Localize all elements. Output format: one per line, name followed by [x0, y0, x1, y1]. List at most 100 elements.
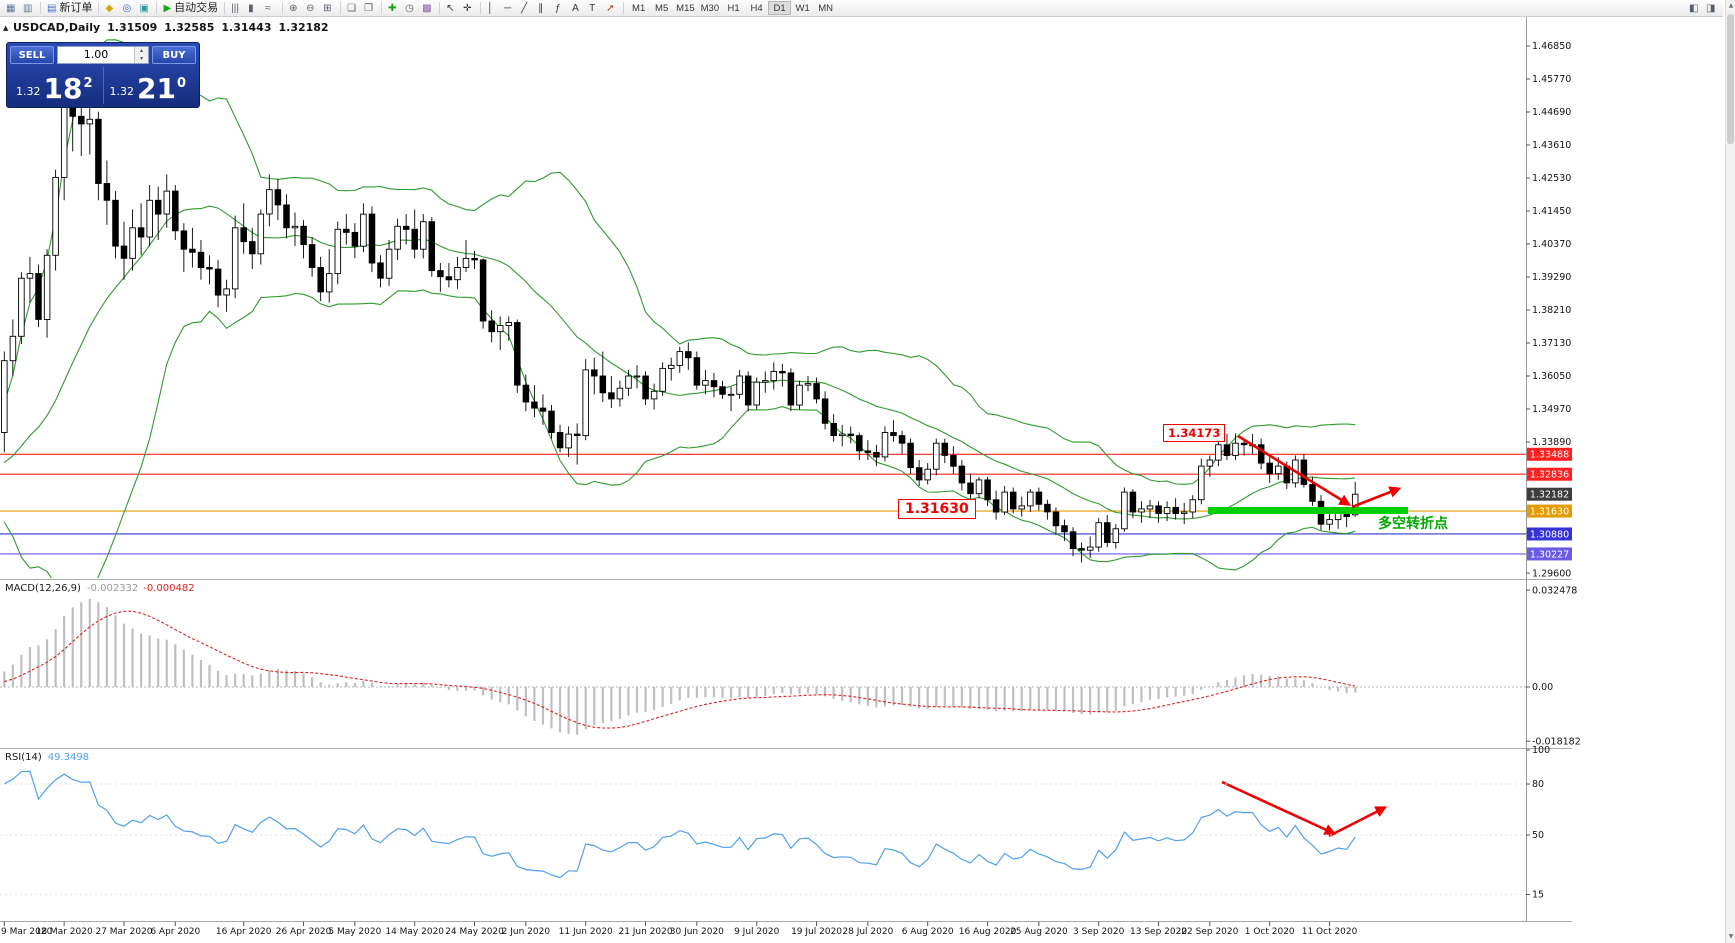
zoom-out-button[interactable]: ⊖ — [303, 1, 320, 16]
channel-icon: ∥ — [538, 2, 544, 14]
support-price-label[interactable]: 1.31630 — [898, 499, 976, 519]
trend-line-button[interactable]: ╱ — [518, 1, 535, 16]
svg-text:-0.018182: -0.018182 — [1532, 736, 1581, 747]
auto-trading-icon: ▶ — [163, 2, 172, 14]
crosshair-button[interactable]: ✛ — [460, 1, 477, 16]
candle-chart-button[interactable]: ▮ — [245, 1, 262, 16]
macd-layer — [3, 598, 1357, 735]
svg-text:30 Jun 2020: 30 Jun 2020 — [670, 927, 724, 937]
timeframe-m5-button[interactable]: M5 — [650, 1, 673, 15]
zoom-in-button[interactable]: ⊕ — [286, 1, 303, 16]
price-axis: 1.46850 1.45770 1.44690 1.43610 1.42530 1.414… — [1526, 41, 1572, 579]
svg-text:1.46850: 1.46850 — [1532, 41, 1571, 52]
volume-box: 1.00 ▴ ▾ — [57, 46, 149, 64]
rsi-bounce-arrow — [1328, 806, 1388, 838]
text-button[interactable]: A — [569, 1, 586, 16]
metaeditor-icon: ◆ — [105, 2, 114, 14]
vertical-scrollbar[interactable]: ▲ ▼ — [1725, 0, 1735, 943]
svg-text:1.31630: 1.31630 — [1530, 506, 1569, 517]
svg-text:1.38210: 1.38210 — [1532, 305, 1571, 316]
volume-down-button[interactable]: ▾ — [135, 55, 148, 63]
cascade-windows-button[interactable]: ❏ — [344, 1, 361, 16]
templates-icon: ▩ — [422, 2, 432, 14]
line-chart-button[interactable]: ≈ — [262, 1, 279, 16]
svg-text:16 Aug 2020: 16 Aug 2020 — [959, 927, 1017, 937]
auto-trading-button[interactable]: ▶ 自动交易 — [160, 1, 221, 16]
timeframe-mn-button[interactable]: MN — [814, 1, 837, 15]
resistance-price-label[interactable]: 1.34173 — [1163, 424, 1226, 442]
svg-text:1.33488: 1.33488 — [1530, 450, 1569, 461]
svg-text:1 Oct 2020: 1 Oct 2020 — [1245, 927, 1295, 937]
timeframe-h4-button[interactable]: H4 — [745, 1, 768, 15]
cursor-button[interactable]: ↖ — [443, 1, 460, 16]
svg-text:1.45770: 1.45770 — [1532, 74, 1571, 85]
timeframe-h1-button[interactable]: H1 — [722, 1, 745, 15]
svg-text:3 Sep 2020: 3 Sep 2020 — [1073, 927, 1125, 937]
cascade-windows-icon: ❏ — [347, 2, 357, 14]
toolbar-separator — [480, 2, 482, 14]
sell-button[interactable]: SELL — [10, 46, 54, 64]
channel-button[interactable]: ∥ — [535, 1, 552, 16]
timeframe-m15-button[interactable]: M15 — [673, 1, 697, 15]
options-icon: ◎ — [122, 2, 132, 14]
new-order-button[interactable]: ▤ 新订单 — [44, 1, 95, 16]
indicators-button[interactable]: ✚ — [385, 1, 402, 16]
toolbar-separator — [282, 2, 284, 14]
scroll-up-arrow-icon[interactable]: ▲ — [1728, 2, 1734, 9]
scrollbar-thumb[interactable] — [1727, 14, 1734, 144]
tile-windows-button[interactable]: ⊞ — [320, 1, 337, 16]
toolbar-separator — [156, 2, 158, 14]
svg-text:22 Sep 2020: 22 Sep 2020 — [1181, 927, 1238, 937]
svg-text:1.37130: 1.37130 — [1532, 338, 1571, 349]
options-button[interactable]: ◎ — [119, 1, 136, 16]
ohlc-high: 1.32585 — [164, 21, 215, 34]
macd-name: MACD(12,26,9) — [5, 583, 81, 594]
timeframe-w1-button[interactable]: W1 — [791, 1, 814, 15]
new-order-icon: ▤ — [47, 2, 57, 14]
buy-price-display[interactable]: 1.32 21 0 — [104, 67, 197, 104]
turning-point-label[interactable]: 多空转折点 — [1378, 516, 1448, 532]
candles-layer — [1, 51, 1359, 563]
one-click-trade-panel: SELL 1.00 ▴ ▾ BUY 1.32 18 2 1.32 21 0 — [6, 42, 200, 108]
text-label-button[interactable]: T — [586, 1, 603, 16]
templates-button[interactable]: ▩ — [419, 1, 436, 16]
chart-shift-button[interactable]: ◧ — [1686, 1, 1703, 16]
periods-button[interactable]: ◷ — [402, 1, 419, 16]
svg-text:1.33890: 1.33890 — [1532, 437, 1571, 448]
timeframe-d1-button[interactable]: D1 — [768, 1, 792, 15]
rsi-label: RSI(14) 49.3498 — [5, 752, 89, 763]
arrange-windows-button[interactable]: ❐ — [361, 1, 378, 16]
volume-spinner: ▴ ▾ — [134, 47, 148, 63]
arrow-objects-button[interactable]: ➚ — [603, 1, 620, 16]
fibonacci-button[interactable]: ƒ — [552, 1, 569, 16]
buy-button[interactable]: BUY — [152, 46, 196, 64]
rsi-name: RSI(14) — [5, 752, 42, 763]
volume-input[interactable]: 1.00 — [83, 48, 109, 61]
svg-text:19 Jul 2020: 19 Jul 2020 — [791, 927, 842, 937]
timeframe-m30-button[interactable]: M30 — [698, 1, 722, 15]
horizontal-line-button[interactable]: ─ — [501, 1, 518, 16]
timeframe-m1-button[interactable]: M1 — [627, 1, 650, 15]
vertical-line-button[interactable]: │ — [484, 1, 501, 16]
volume-up-button[interactable]: ▴ — [135, 47, 148, 55]
svg-text:1.42530: 1.42530 — [1532, 173, 1571, 184]
market-watch-icon: ▣ — [139, 2, 149, 14]
macd-value: -0.002332 — [86, 583, 139, 594]
svg-text:25 Aug 2020: 25 Aug 2020 — [1010, 927, 1068, 937]
svg-text:15: 15 — [1532, 890, 1544, 901]
bar-chart-button[interactable]: ||| — [228, 1, 245, 16]
auto-scroll-button[interactable]: ◨ — [1703, 1, 1720, 16]
svg-text:13 Sep 2020: 13 Sep 2020 — [1130, 927, 1187, 937]
text-label-icon: T — [589, 2, 596, 14]
profiles-button[interactable]: ▥ — [20, 1, 37, 16]
new-chart-button[interactable]: ▦ — [3, 1, 20, 16]
market-watch-button[interactable]: ▣ — [136, 1, 153, 16]
scroll-down-arrow-icon[interactable]: ▼ — [1728, 933, 1734, 940]
rsi-down-arrow — [1221, 780, 1337, 835]
svg-text:1.40370: 1.40370 — [1532, 239, 1571, 250]
sell-price-display[interactable]: 1.32 18 2 — [10, 67, 104, 104]
metaeditor-button[interactable]: ◆ — [102, 1, 119, 16]
macd-label: MACD(12,26,9) -0.002332 -0.000482 — [5, 583, 195, 594]
